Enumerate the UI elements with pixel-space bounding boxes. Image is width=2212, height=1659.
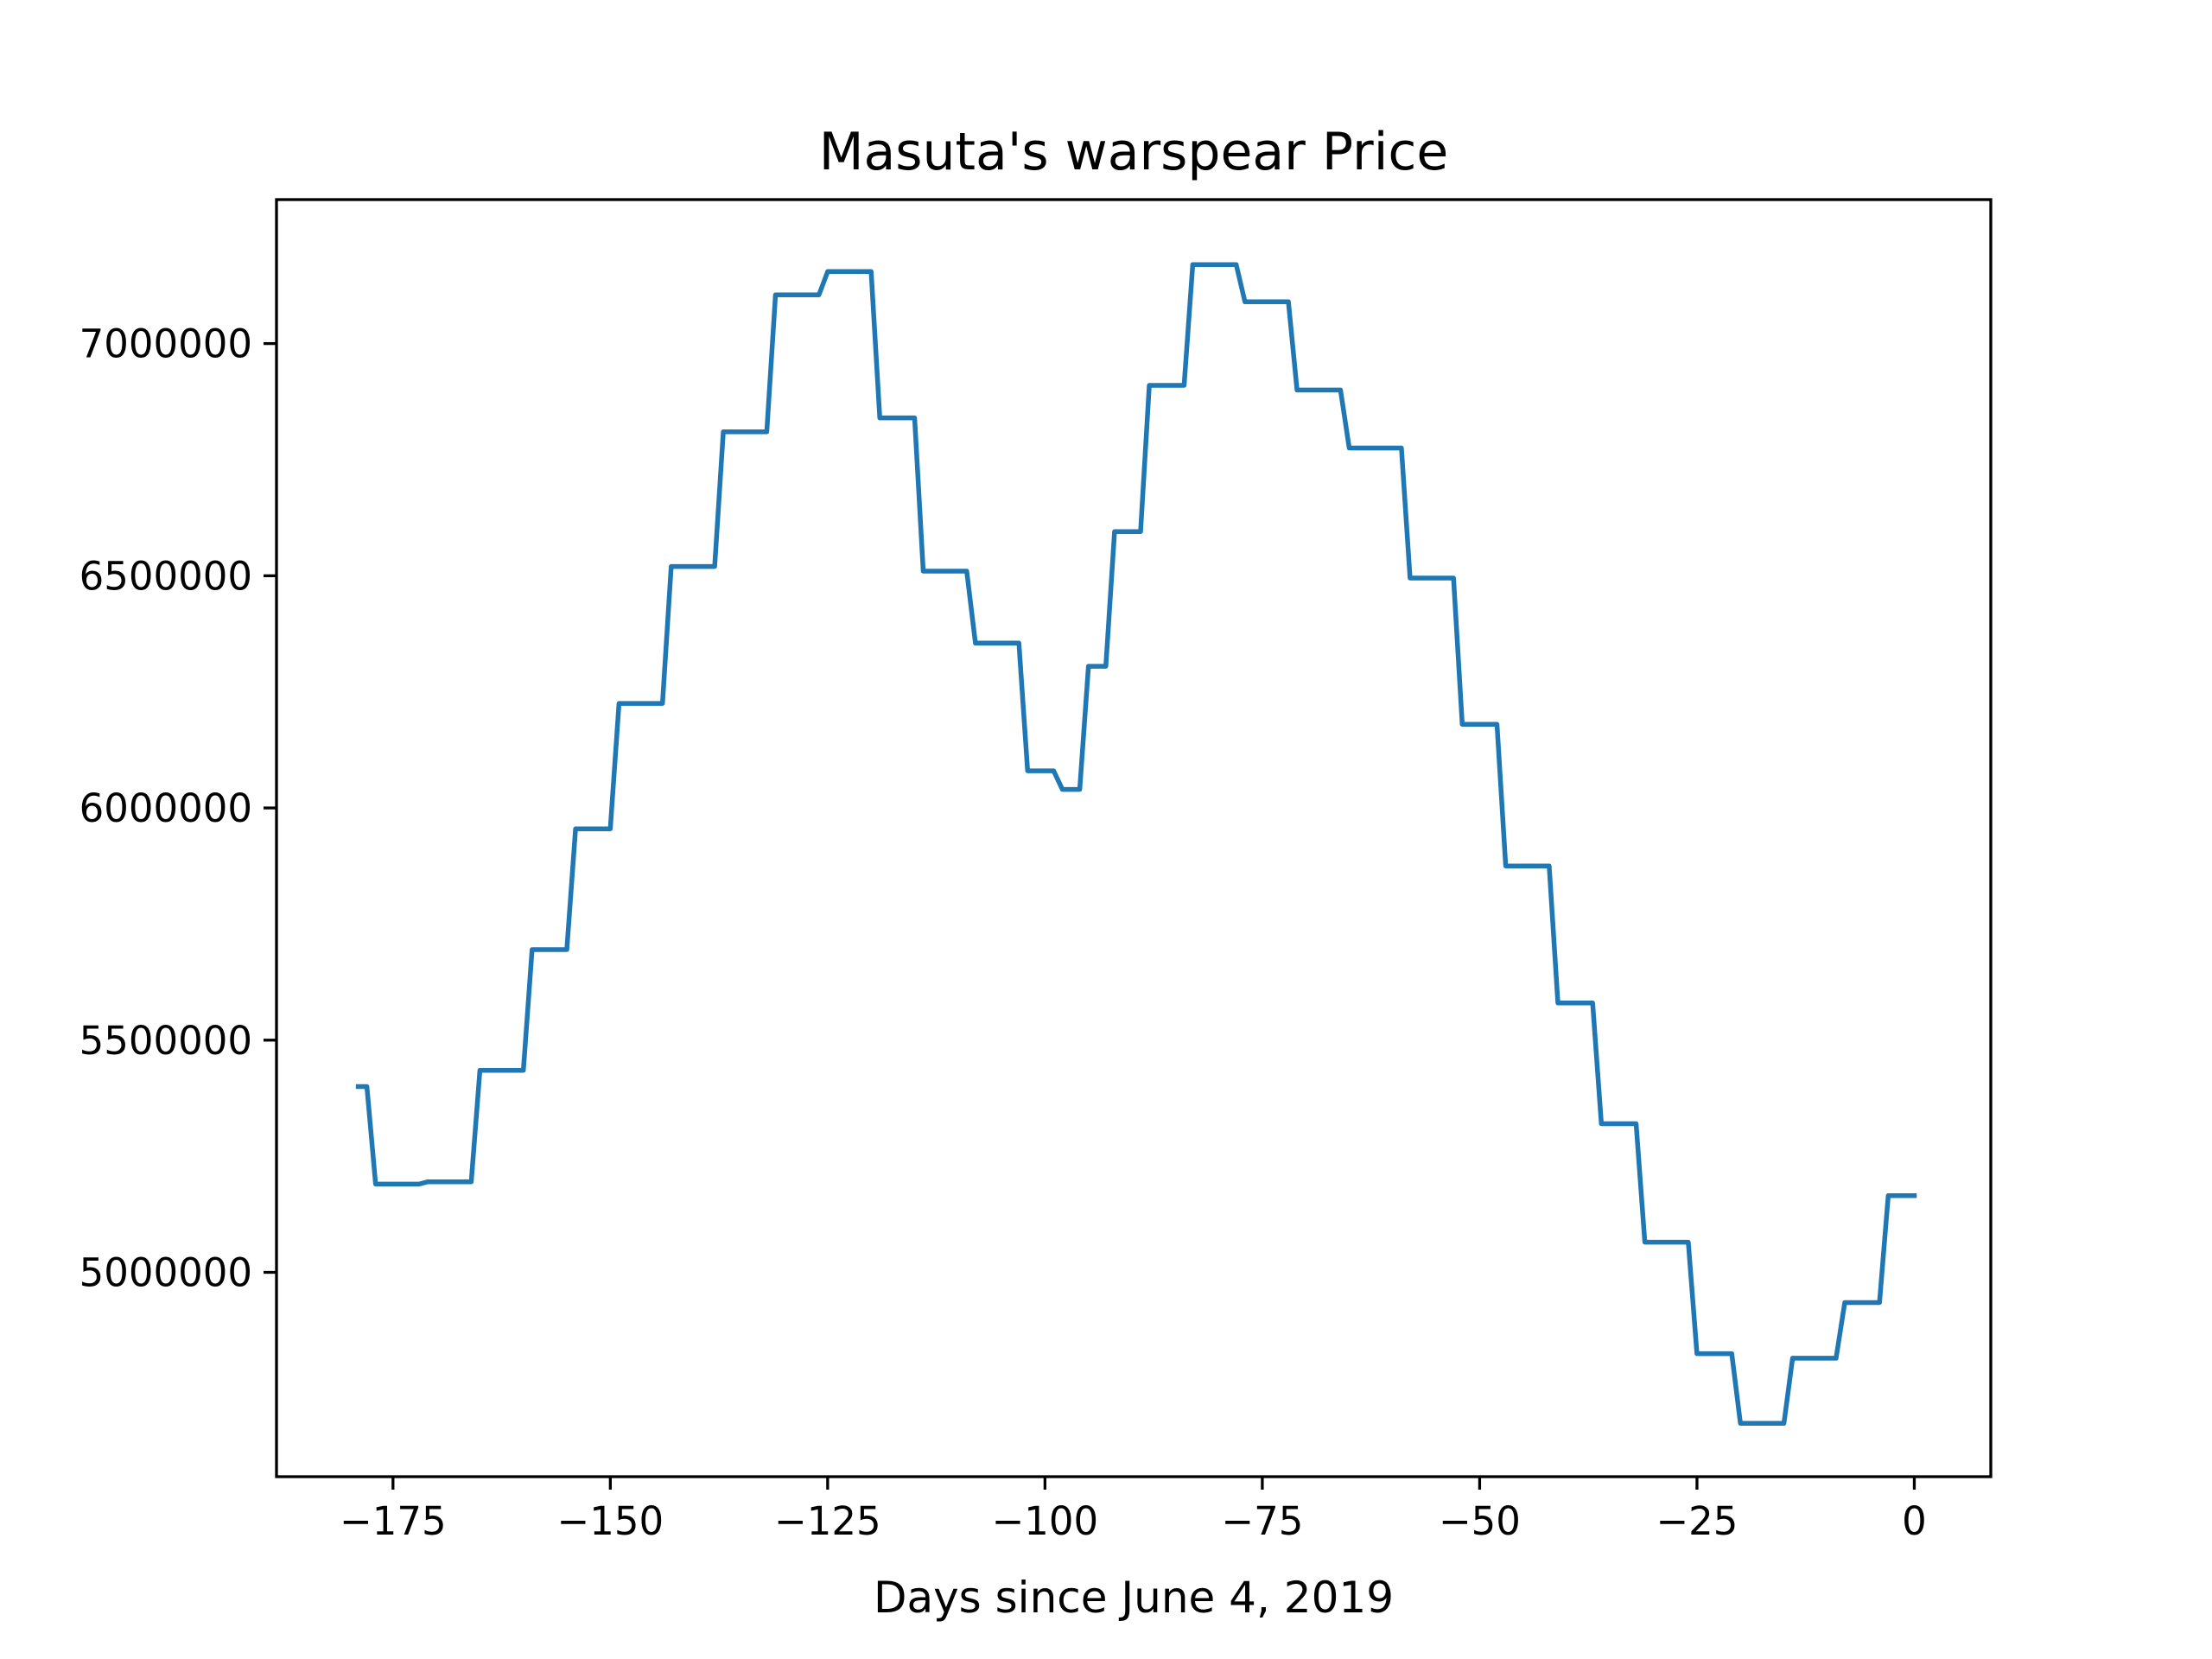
y-tick-label: 6000000 [79, 785, 252, 831]
axes-frame [275, 198, 1993, 1478]
y-tick-label: 5500000 [79, 1018, 252, 1064]
x-tick-label: −175 [340, 1498, 447, 1544]
x-tick-label: −125 [774, 1498, 881, 1544]
price-series-line [355, 262, 1917, 1426]
x-tick-label: 0 [1902, 1498, 1927, 1544]
y-axis: 5000000 5500000 6000000 6500000 7000000 [79, 321, 276, 1296]
y-tick-label: 5000000 [79, 1250, 252, 1296]
y-tick-label: 6500000 [79, 553, 252, 599]
x-tick-label: −100 [992, 1498, 1099, 1544]
x-axis: −175 −150 −125 −100 −75 −50 −25 0 [340, 1477, 1927, 1544]
y-tick-label: 7000000 [79, 321, 252, 367]
x-tick-label: −25 [1656, 1498, 1738, 1544]
chart-title: Masuta's warspear Price [819, 122, 1449, 182]
plot-area [355, 262, 1917, 1426]
x-tick-label: −50 [1439, 1498, 1521, 1544]
x-tick-label: −75 [1221, 1498, 1303, 1544]
x-tick-label: −150 [557, 1498, 664, 1544]
x-axis-label: Days since June 4, 2019 [874, 1573, 1394, 1623]
